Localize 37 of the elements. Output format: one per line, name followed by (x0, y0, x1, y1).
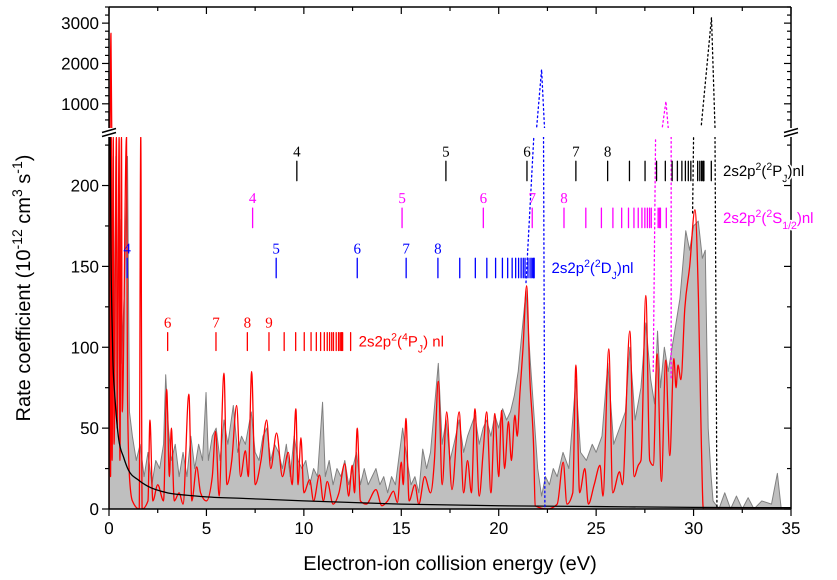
annotation: 4 (293, 144, 302, 160)
annotation: 6 (164, 316, 172, 332)
annotation: 7 (402, 241, 410, 258)
x-tick-label: 25 (586, 519, 606, 538)
annotation: 7 (212, 316, 220, 332)
x-tick-label: 10 (294, 519, 314, 538)
x-tick-label: 30 (684, 519, 704, 538)
annotation: 5 (398, 191, 406, 208)
x-tick-label: 35 (782, 519, 800, 538)
annotation: 6 (480, 191, 488, 208)
y-tick-label: 50 (80, 419, 99, 438)
annotation: 7 (528, 191, 536, 208)
annotation: 6 (523, 144, 532, 160)
x-tick-label: 20 (489, 519, 508, 538)
annotation: 5 (442, 144, 450, 160)
annotation: 7 (572, 144, 580, 160)
annotation: 4 (123, 241, 132, 258)
annotation: 8 (244, 316, 252, 332)
annotation: 8 (604, 144, 612, 160)
y-tick-label: 0 (90, 500, 99, 519)
annotation: 4 (248, 191, 257, 208)
series-label: 2s2p$^{2}$($^{2}$D$_{J}$)nl (552, 258, 634, 282)
x-axis-title: Electron-ion collision energy (eV) (303, 553, 597, 575)
annotation: 5 (272, 241, 280, 258)
y-tick-label: 100 (70, 338, 99, 358)
annotation: 9 (265, 316, 273, 332)
y-tick-label: 150 (70, 257, 99, 276)
y-tick-label: 200 (70, 176, 99, 196)
y-tick-label: 1000 (61, 94, 99, 114)
x-tick-label: 15 (392, 519, 411, 538)
x-tick-label: 0 (104, 519, 114, 538)
y-tick-label: 3000 (61, 14, 99, 34)
annotation: 8 (434, 241, 442, 258)
y-tick-label: 2000 (61, 54, 99, 74)
annotation: 8 (560, 191, 568, 208)
x-tick-label: 5 (202, 519, 212, 538)
annotation: 6 (354, 241, 362, 258)
